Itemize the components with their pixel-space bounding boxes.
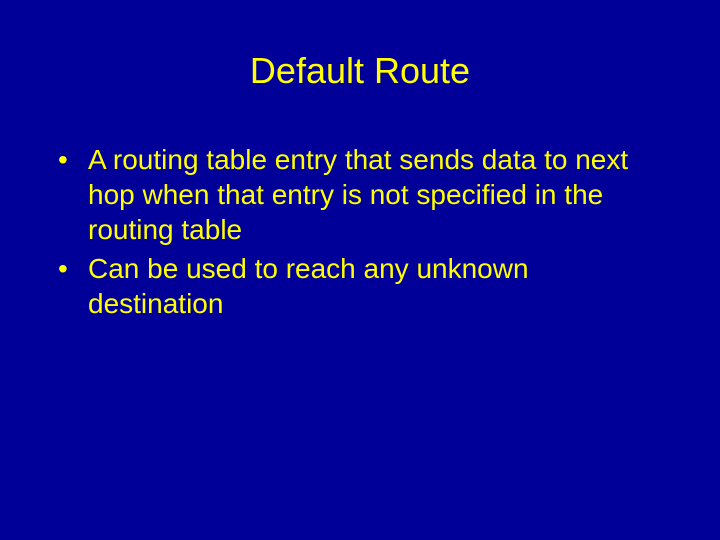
slide-title: Default Route: [50, 50, 670, 92]
slide: Default Route A routing table entry that…: [0, 0, 720, 540]
bullet-item: Can be used to reach any unknown destina…: [50, 251, 670, 321]
bullet-item: A routing table entry that sends data to…: [50, 142, 670, 247]
bullet-list: A routing table entry that sends data to…: [50, 142, 670, 321]
